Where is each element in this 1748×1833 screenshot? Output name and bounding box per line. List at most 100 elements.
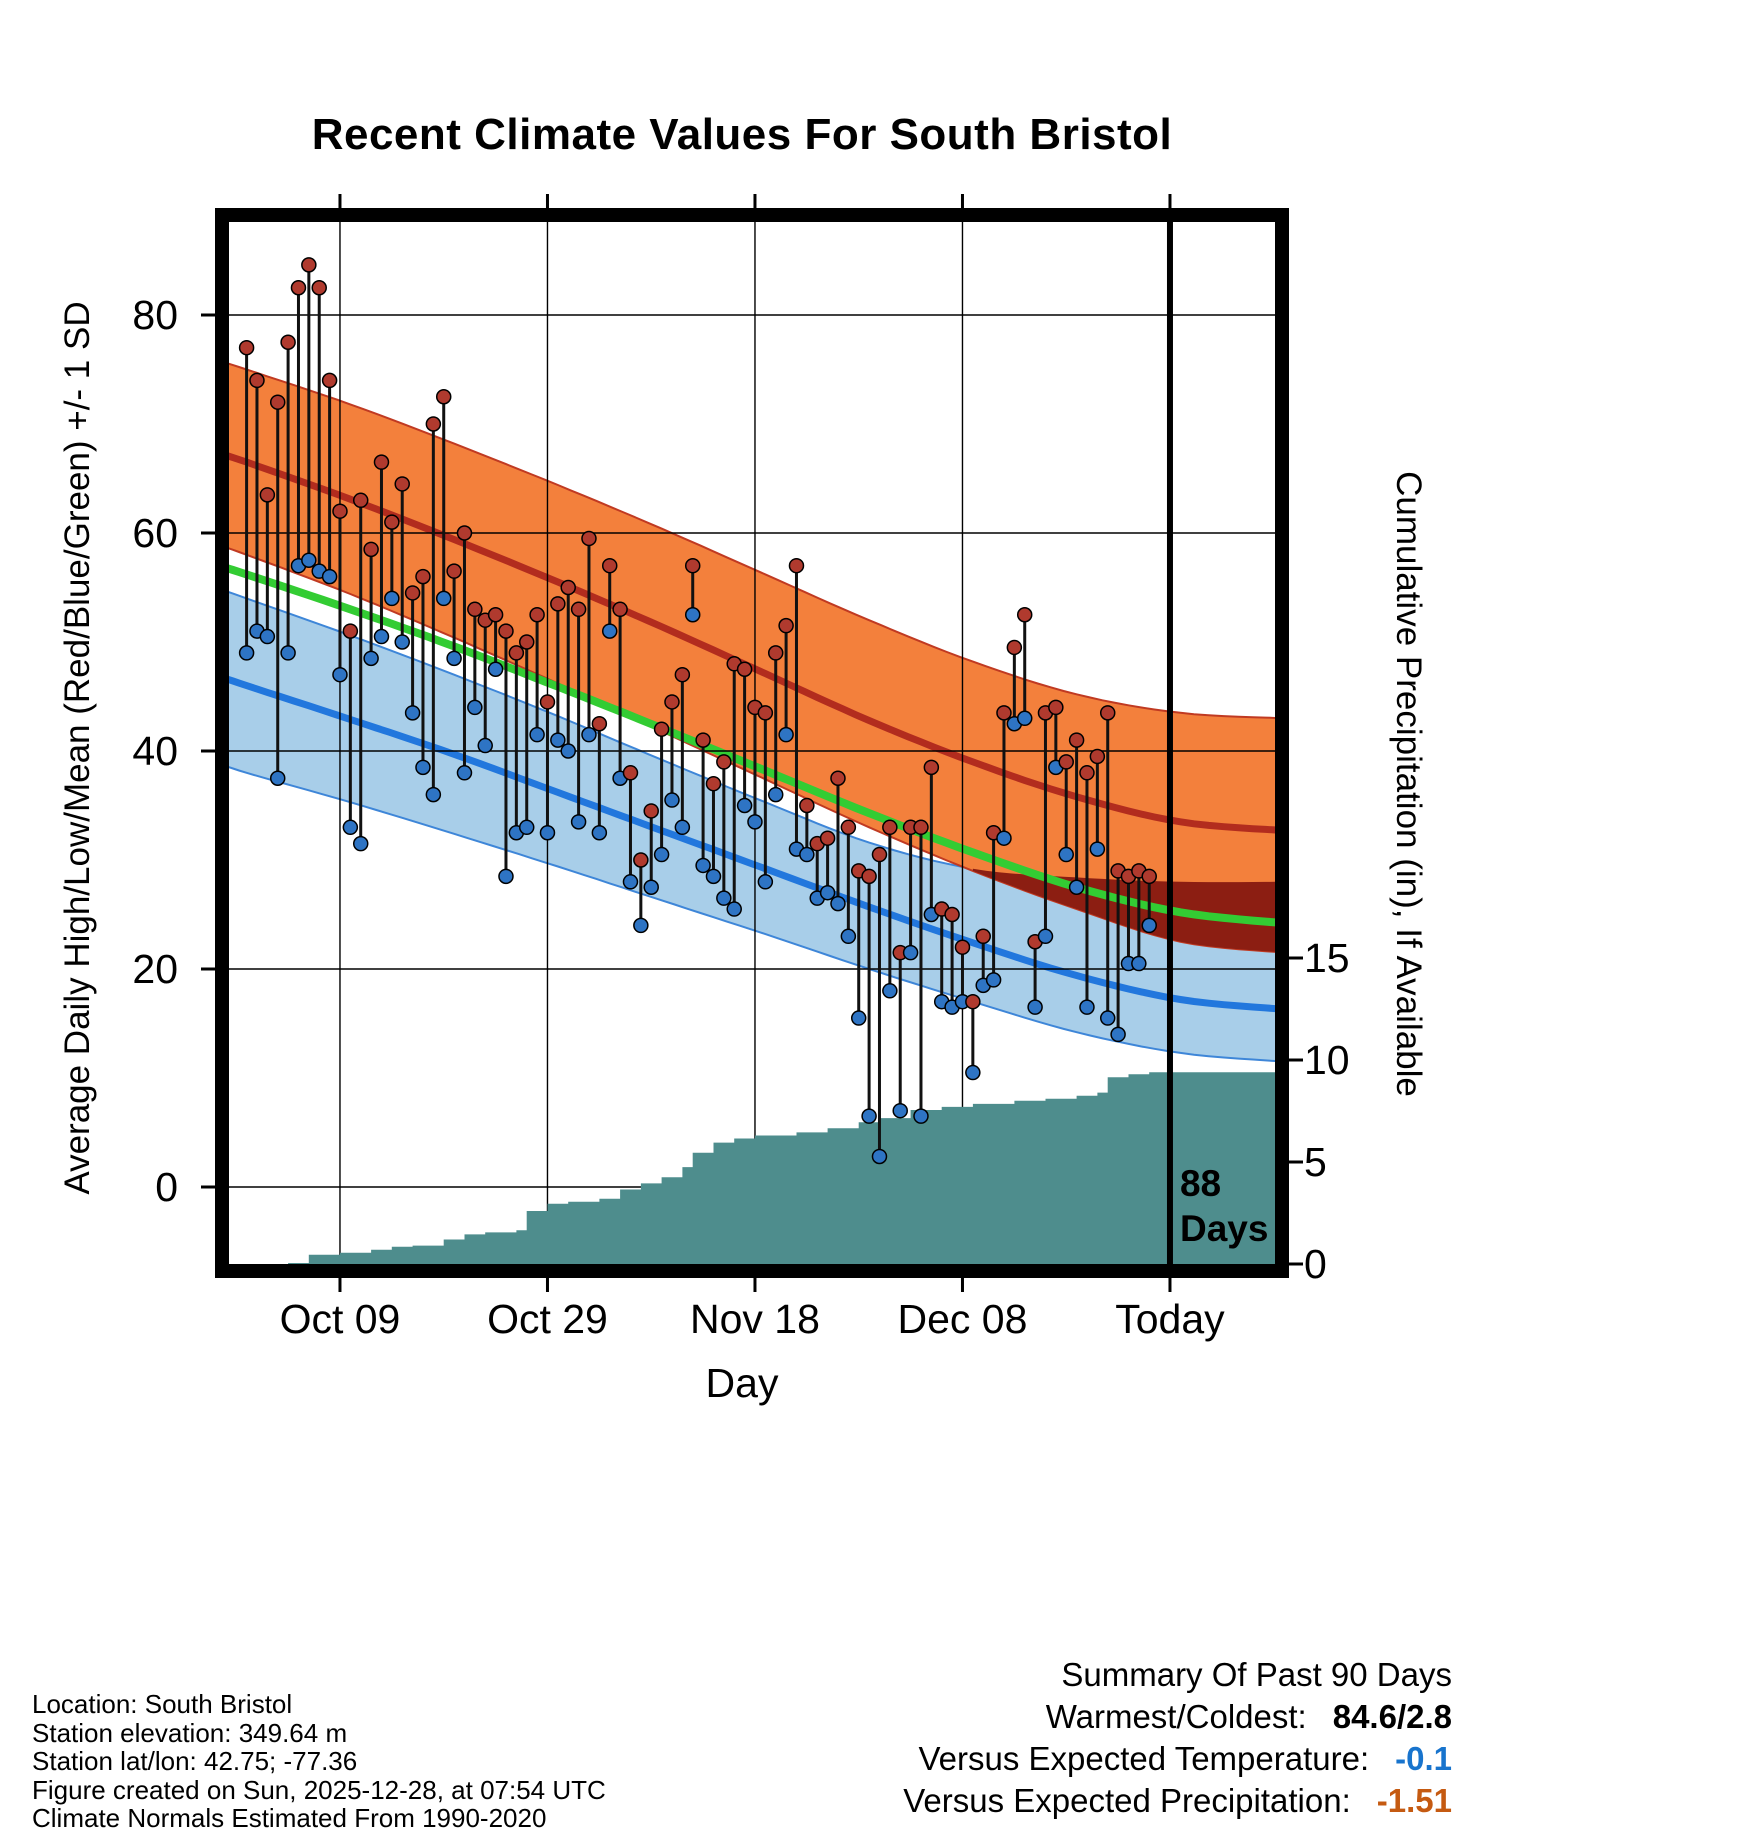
footer-info: Location: South Bristol Station elevatio… [32,1690,606,1833]
daily-high-dot [373,454,390,470]
daily-high-dot [1048,699,1064,716]
daily-low-dot [456,765,473,781]
daily-low-dot [363,650,379,667]
daily-high-dot [1058,754,1074,770]
daily-low-dot [332,666,348,683]
daily-low-dot [892,1102,908,1119]
y-left-tick-label: 60 [132,510,178,556]
daily-high-dot [705,775,722,792]
daily-high-dot [1068,732,1085,748]
daily-low-dot [342,819,359,836]
plot-frame [215,208,1289,1278]
daily-low-dot [882,983,898,999]
daily-high-dot [871,846,888,863]
daily-high-dot [716,754,732,770]
daily-high-dot [996,705,1012,721]
daily-low-dot [477,737,493,754]
summary-label: Warmest/Coldest: [1045,1698,1307,1735]
daily-low-dot [487,661,504,677]
daily-low-dot [695,857,711,874]
daily-high-dot [435,389,452,405]
daily-high-dot [612,601,628,618]
daily-high-dot [560,579,576,596]
daily-low-dot [736,797,753,814]
daily-high-dot [290,280,307,296]
normal-high-line [229,452,1275,834]
summary-row-vs-temperature: Versus Expected Temperature: -0.1 [903,1740,1452,1782]
daily-high-dot [352,492,369,509]
daily-low-dot [726,901,742,917]
daily-low-dot [996,830,1012,846]
daily-low-dot [352,835,369,852]
y-left-tick-label: 80 [132,292,178,338]
band-overlap-region [972,868,1275,952]
daily-high-dot [529,607,545,623]
x-tick-label: Oct 29 [487,1296,608,1342]
daily-high-dot [913,819,929,836]
daily-high-dot [653,721,670,737]
y-left-tick-label: 40 [132,728,178,774]
cumulative-precip-area [229,1072,1275,1264]
daily-high-dot [1016,607,1033,623]
daily-high-dot [757,705,774,721]
days-available-number: 88 [1180,1163,1221,1204]
daily-low-dot [913,1108,929,1124]
daily-low-dot [498,868,514,885]
daily-high-dot [778,617,794,634]
daily-low-dot [684,607,701,623]
daily-low-dot [778,726,794,743]
daily-high-dot [975,928,991,945]
plot-area [229,222,1275,1264]
daily-high-dot [570,601,587,618]
daily-low-dot [622,874,639,890]
daily-low-dot [301,552,317,568]
daily-high-dot [622,765,639,781]
daily-high-dot [684,557,701,574]
daily-high-dot [1006,639,1023,656]
daily-low-dot [1027,999,1043,1015]
daily-low-dot [384,590,400,607]
daily-low-dot [653,846,670,863]
x-tick-label: Nov 18 [690,1296,820,1342]
daily-high-dot [342,623,359,639]
daily-high-dot [965,993,981,1010]
daily-high-dot [467,601,483,618]
daily-high-dot [861,868,877,885]
summary-row-warmest-coldest: Warmest/Coldest: 84.6/2.8 [903,1698,1452,1740]
daily-high-dot [1141,868,1157,885]
daily-high-dot [1099,705,1116,721]
daily-low-dot [840,928,857,945]
daily-low-dot [902,944,919,961]
daily-high-dot [601,557,618,574]
daily-low-dot [321,568,338,585]
daily-high-dot [788,557,805,574]
daily-low-dot [819,884,836,901]
page-title: Recent Climate Values For South Bristol [311,110,1173,159]
daily-low-dot [1110,1026,1126,1043]
daily-low-dot [674,819,691,836]
daily-low-dot [550,732,566,748]
x-tick-label: Dec 08 [897,1296,1028,1342]
daily-low-dot [1058,846,1074,863]
daily-low-dot [467,699,483,716]
daily-low-dot [1079,999,1095,1015]
daily-low-dot [985,972,1002,988]
daily-low-dot [716,890,732,906]
y-right-tick-label: 10 [1304,1037,1350,1083]
y-right-tick-label: 5 [1304,1139,1327,1185]
daily-low-dot [280,645,296,661]
y-right-tick-label: 0 [1304,1241,1327,1287]
daily-low-dot [259,628,276,645]
high-normal-band [229,362,1275,953]
daily-low-dot [591,825,608,841]
daily-high-dot [695,732,711,748]
summary-label: Versus Expected Precipitation: [903,1782,1351,1819]
daily-high-dot [954,939,971,955]
daily-high-dot [550,596,566,612]
daily-high-dot [591,716,608,732]
daily-high-dot [259,487,276,503]
daily-high-dot [363,541,379,558]
daily-low-dot [861,1108,877,1124]
daily-high-dot [633,852,649,868]
